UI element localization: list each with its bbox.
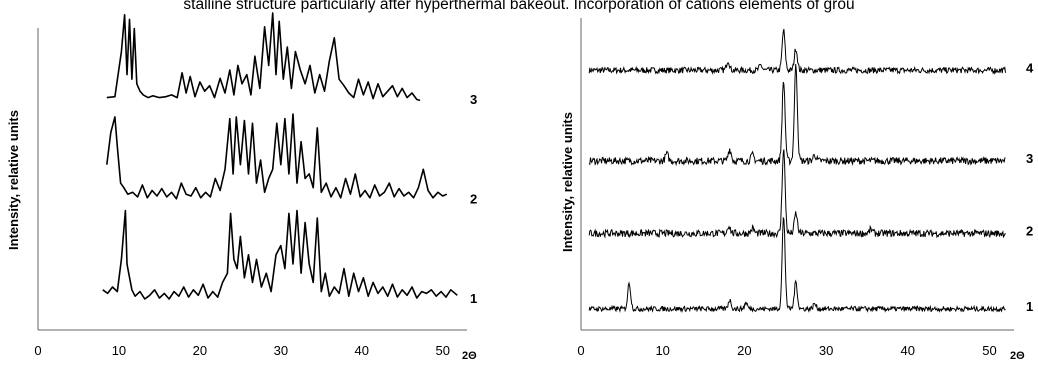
curve-label: 2: [1026, 223, 1033, 238]
diffraction-curve: [106, 113, 448, 200]
curve-label: 1: [470, 291, 477, 306]
x-tick-label: 40: [901, 343, 915, 358]
diffraction-curve: [102, 209, 458, 300]
x-tick-label: 30: [819, 343, 833, 358]
curve-label: 4: [1026, 60, 1034, 75]
page-header-text: stalline structure particularly after hy…: [183, 0, 855, 13]
x-tick-label: 0: [577, 343, 584, 358]
x-tick-label: 0: [34, 343, 41, 358]
curve-label: 1: [1026, 299, 1033, 314]
xrd-chart-right: 0 10 20 30 40 50 2Θ Intensity, relative units 4 3…: [560, 18, 1034, 362]
x-axis-unit: 2Θ: [462, 350, 477, 362]
x-tick-label: 20: [737, 343, 751, 358]
x-tick-label: 10: [655, 343, 669, 358]
curve-label: 2: [470, 192, 477, 207]
xrd-chart-left: 0 10 20 30 40 50 2Θ Intensity, relative units 3 2…: [6, 12, 477, 362]
diffraction-curve: [588, 216, 1006, 314]
diffraction-curve: [106, 12, 421, 102]
x-axis-unit: 2Θ: [1010, 350, 1025, 362]
curve-label: 3: [470, 92, 477, 107]
diffraction-curve: [588, 149, 1006, 239]
y-axis-label: Intensity, relative units: [560, 112, 575, 252]
diffraction-curve: [588, 64, 1006, 167]
x-tick-label: 20: [193, 343, 207, 358]
y-axis-label: Intensity, relative units: [6, 110, 21, 250]
x-tick-label: 40: [355, 343, 369, 358]
diffraction-curve: [588, 28, 1006, 75]
x-tick-label: 30: [274, 343, 288, 358]
curve-label: 3: [1026, 151, 1033, 166]
x-tick-label: 50: [982, 343, 996, 358]
x-tick-label: 50: [435, 343, 449, 358]
x-tick-label: 10: [112, 343, 126, 358]
